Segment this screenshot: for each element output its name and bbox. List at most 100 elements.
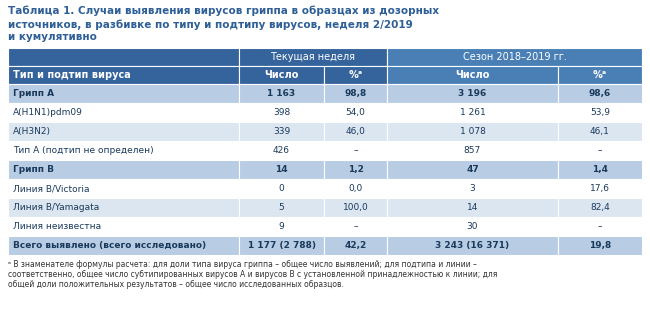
Text: –: –	[353, 146, 358, 155]
Bar	[387, 66, 558, 84]
Text: 1 177 (2 788): 1 177 (2 788)	[248, 241, 315, 250]
Bar	[387, 198, 558, 217]
Bar	[324, 198, 387, 217]
Bar	[8, 217, 239, 236]
Bar	[324, 141, 387, 160]
Bar	[239, 84, 324, 103]
Text: Линия B/Victoria: Линия B/Victoria	[13, 184, 90, 193]
Text: Число: Число	[265, 70, 299, 80]
Text: 82,4: 82,4	[590, 203, 610, 212]
Text: Линия неизвестна: Линия неизвестна	[13, 222, 101, 231]
Text: Таблица 1. Случаи выявления вирусов гриппа в образцах из дозорных: Таблица 1. Случаи выявления вирусов грип…	[8, 6, 439, 17]
Text: 14: 14	[467, 203, 478, 212]
Text: 19,8: 19,8	[589, 241, 611, 250]
Text: 1 078: 1 078	[460, 127, 486, 136]
Bar	[239, 122, 324, 141]
Bar	[558, 103, 642, 122]
Bar	[239, 141, 324, 160]
Bar	[324, 66, 387, 84]
Text: 1,2: 1,2	[348, 165, 363, 174]
Text: ᵃ В знаменателе формулы расчета: для доли типа вируса гриппа – общее число выявл: ᵃ В знаменателе формулы расчета: для дол…	[8, 260, 477, 269]
Text: 14: 14	[275, 165, 288, 174]
Text: 3 196: 3 196	[458, 89, 487, 98]
Text: –: –	[353, 222, 358, 231]
Bar	[324, 84, 387, 103]
Text: соответственно, общее число субтипированных вирусов А и вирусов В с установленно: соответственно, общее число субтипирован…	[8, 270, 497, 279]
Bar	[558, 236, 642, 255]
Bar	[558, 66, 642, 84]
Text: 0: 0	[279, 184, 285, 193]
Text: 5: 5	[279, 203, 285, 212]
Text: 1,4: 1,4	[592, 165, 608, 174]
Bar	[239, 236, 324, 255]
Text: Тип А (подтип не определен): Тип А (подтип не определен)	[13, 146, 153, 155]
Bar	[239, 217, 324, 236]
Text: 46,0: 46,0	[346, 127, 365, 136]
Text: 42,2: 42,2	[344, 241, 367, 250]
Text: Тип и подтип вируса: Тип и подтип вируса	[13, 70, 131, 80]
Text: и кумулятивно: и кумулятивно	[8, 32, 97, 42]
Bar	[387, 217, 558, 236]
Bar	[324, 179, 387, 198]
Bar	[8, 236, 239, 255]
Bar	[387, 48, 642, 66]
Text: 9: 9	[279, 222, 285, 231]
Bar	[8, 122, 239, 141]
Text: источников, в разбивке по типу и подтипу вирусов, неделя 2/2019: источников, в разбивке по типу и подтипу…	[8, 19, 413, 30]
Bar	[324, 217, 387, 236]
Text: 857: 857	[464, 146, 481, 155]
Bar	[8, 141, 239, 160]
Text: 0,0: 0,0	[348, 184, 363, 193]
Bar	[239, 48, 387, 66]
Bar	[239, 160, 324, 179]
Bar	[8, 179, 239, 198]
Text: A(H1N1)pdm09: A(H1N1)pdm09	[13, 108, 83, 117]
Text: 398: 398	[273, 108, 290, 117]
Text: 339: 339	[273, 127, 290, 136]
Bar	[387, 103, 558, 122]
Bar	[387, 236, 558, 255]
Text: 46,1: 46,1	[590, 127, 610, 136]
Text: –: –	[598, 222, 603, 231]
Text: 98,6: 98,6	[589, 89, 611, 98]
Text: Грипп A: Грипп A	[13, 89, 54, 98]
Text: Всего выявлено (всего исследовано): Всего выявлено (всего исследовано)	[13, 241, 206, 250]
Bar	[324, 103, 387, 122]
Text: Грипп B: Грипп B	[13, 165, 54, 174]
Text: 100,0: 100,0	[343, 203, 369, 212]
Bar	[558, 179, 642, 198]
Bar	[8, 198, 239, 217]
Text: 47: 47	[466, 165, 479, 174]
Bar	[558, 141, 642, 160]
Text: Число: Число	[455, 70, 489, 80]
Bar	[387, 179, 558, 198]
Text: 1 163: 1 163	[267, 89, 296, 98]
Text: A(H3N2): A(H3N2)	[13, 127, 51, 136]
Bar	[239, 103, 324, 122]
Bar	[558, 198, 642, 217]
Text: 3 243 (16 371): 3 243 (16 371)	[436, 241, 510, 250]
Bar	[239, 198, 324, 217]
Bar	[8, 160, 239, 179]
Bar	[239, 179, 324, 198]
Text: 54,0: 54,0	[346, 108, 365, 117]
Text: 53,9: 53,9	[590, 108, 610, 117]
Bar	[239, 66, 324, 84]
Text: 3: 3	[469, 184, 475, 193]
Bar	[387, 160, 558, 179]
Bar	[8, 66, 239, 84]
Text: Сезон 2018–2019 гг.: Сезон 2018–2019 гг.	[463, 52, 566, 62]
Bar	[8, 103, 239, 122]
Text: %ᵃ: %ᵃ	[593, 70, 607, 80]
Bar	[387, 122, 558, 141]
Bar	[324, 160, 387, 179]
Text: 30: 30	[467, 222, 478, 231]
Text: общей доли положительных результатов – общее число исследованных образцов.: общей доли положительных результатов – о…	[8, 280, 344, 289]
Text: 17,6: 17,6	[590, 184, 610, 193]
Bar	[387, 141, 558, 160]
Bar	[558, 160, 642, 179]
Bar	[558, 217, 642, 236]
Bar	[558, 122, 642, 141]
Bar	[558, 84, 642, 103]
Bar	[8, 84, 239, 103]
